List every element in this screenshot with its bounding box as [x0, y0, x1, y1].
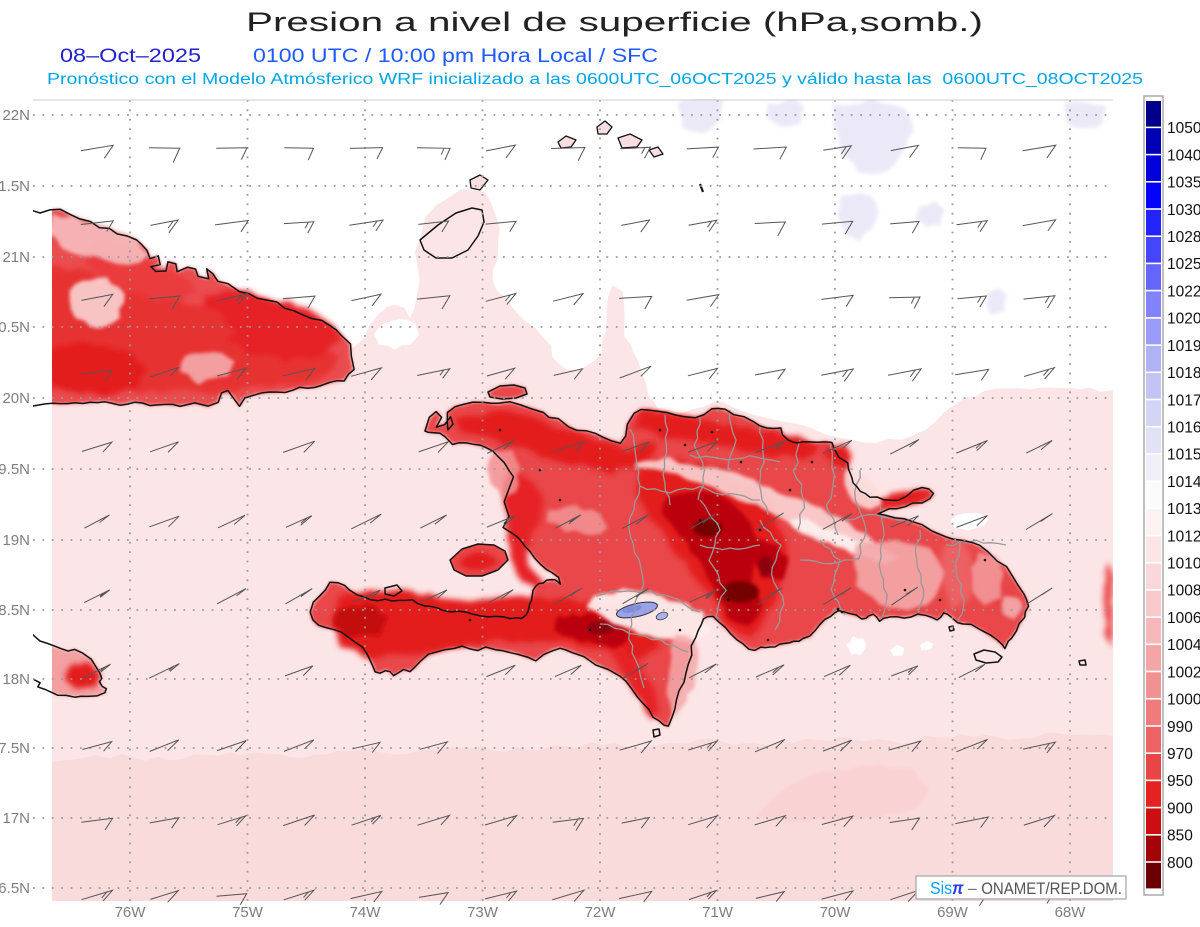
svg-text:900: 900 [1167, 800, 1193, 817]
svg-text:76W: 76W [115, 904, 147, 921]
svg-text:08–Oct–2025: 08–Oct–2025 [60, 46, 201, 67]
svg-text:21N: 21N [2, 249, 30, 266]
svg-text:Pronóstico con el Modelo Atmós: Pronóstico con el Modelo Atmósferico WRF… [47, 71, 1143, 88]
svg-text:1012: 1012 [1167, 528, 1200, 545]
svg-text:950: 950 [1167, 773, 1193, 790]
svg-text:Sisπ – ONAMET/REP.DOM.: Sisπ – ONAMET/REP.DOM. [930, 878, 1122, 898]
svg-text:22N: 22N [2, 107, 30, 124]
svg-text:1017: 1017 [1167, 392, 1200, 409]
svg-text:1015: 1015 [1167, 447, 1200, 464]
svg-text:970: 970 [1167, 746, 1193, 763]
svg-text:71W: 71W [702, 904, 734, 921]
svg-text:1010: 1010 [1167, 556, 1200, 573]
svg-text:1050: 1050 [1167, 120, 1200, 137]
svg-text:16.5N: 16.5N [0, 880, 30, 897]
svg-text:17.5N: 17.5N [0, 740, 30, 757]
svg-text:18.5N: 18.5N [0, 602, 30, 619]
svg-text:74W: 74W [350, 904, 382, 921]
svg-text:1008: 1008 [1167, 583, 1200, 600]
svg-text:1000: 1000 [1167, 692, 1200, 709]
svg-text:1040: 1040 [1167, 147, 1200, 164]
svg-text:19.5N: 19.5N [0, 461, 30, 478]
svg-text:21.5N: 21.5N [0, 178, 30, 195]
svg-text:1002: 1002 [1167, 664, 1200, 681]
svg-text:1022: 1022 [1167, 283, 1200, 300]
svg-text:1004: 1004 [1167, 637, 1200, 654]
svg-text:69W: 69W [937, 904, 969, 921]
svg-text:70W: 70W [820, 904, 852, 921]
svg-text:1013: 1013 [1167, 501, 1200, 518]
svg-text:1030: 1030 [1167, 202, 1200, 219]
svg-text:1020: 1020 [1167, 311, 1200, 328]
svg-text:1035: 1035 [1167, 175, 1200, 192]
svg-text:1028: 1028 [1167, 229, 1200, 246]
svg-text:1018: 1018 [1167, 365, 1200, 382]
svg-text:19N: 19N [2, 532, 30, 549]
svg-text:1016: 1016 [1167, 420, 1200, 437]
svg-text:800: 800 [1167, 855, 1193, 872]
svg-text:1025: 1025 [1167, 256, 1200, 273]
svg-text:1006: 1006 [1167, 610, 1200, 627]
svg-text:Presion a nivel de superficie: Presion a nivel de superficie (hPa,somb.… [246, 7, 983, 37]
svg-text:17N: 17N [2, 810, 30, 827]
svg-text:1019: 1019 [1167, 338, 1200, 355]
svg-text:850: 850 [1167, 828, 1193, 845]
svg-text:68W: 68W [1055, 904, 1087, 921]
svg-text:0100 UTC / 10:00 pm Hora Local: 0100 UTC / 10:00 pm Hora Local / SFC [253, 46, 658, 67]
svg-text:18N: 18N [2, 671, 30, 688]
svg-text:1014: 1014 [1167, 474, 1200, 491]
svg-text:20.5N: 20.5N [0, 319, 30, 336]
svg-text:73W: 73W [467, 904, 499, 921]
svg-text:72W: 72W [585, 904, 617, 921]
svg-text:75W: 75W [232, 904, 264, 921]
svg-text:990: 990 [1167, 719, 1193, 736]
svg-text:20N: 20N [2, 390, 30, 407]
